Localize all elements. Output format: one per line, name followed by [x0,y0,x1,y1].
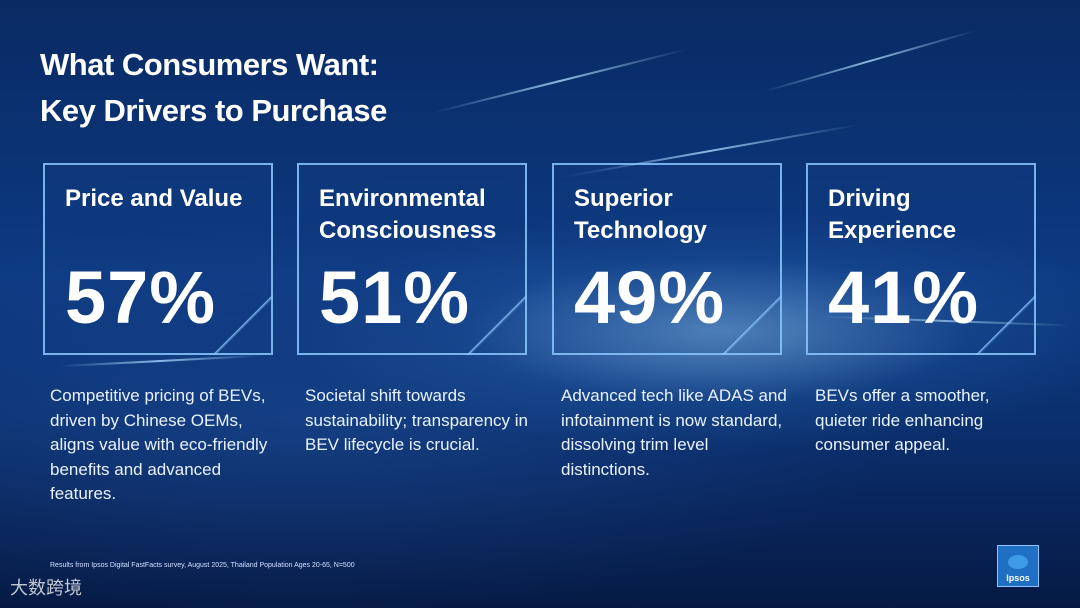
background-light-streak [763,29,977,93]
background-light-streak [433,48,687,114]
logo-text: Ipsos [1006,573,1030,583]
page-title-line2: Key Drivers to Purchase [40,93,387,128]
card-title: Environmental Consciousness [319,183,519,247]
driver-card-environmental: Environmental Consciousness 51% [297,163,527,355]
card-percentage: 41% [828,256,980,339]
watermark: 大数跨境 [10,578,82,598]
page-title: What Consumers Want: Key Drivers to Purc… [40,42,387,134]
card-title-line1: Price and Value [65,185,243,212]
card-description-environmental: Societal shift towards sustainability; t… [305,386,529,454]
card-title-line1: Driving [828,185,911,212]
driver-card-driving: Driving Experience 41% [806,163,1036,355]
card-title: Driving Experience [828,183,1028,247]
card-title: Price and Value [65,183,265,215]
card-title-line2: Experience [828,217,957,244]
card-description-driving: BEVs offer a smoother, quieter ride enha… [815,386,990,454]
card-percentage: 49% [574,256,726,339]
driver-card-technology: Superior Technology 49% [552,163,782,355]
card-percentage: 51% [319,256,471,339]
driver-card-price-value: Price and Value 57% [43,163,273,355]
logo-mark-icon [1008,555,1028,569]
card-title-line1: Superior [574,185,673,212]
card-title-line1: Environmental [319,185,486,212]
source-footnote: Results from Ipsos Digital FastFacts sur… [50,562,355,569]
page-title-line1: What Consumers Want: [40,47,379,82]
background-light-streak [60,354,260,368]
card-title: Superior Technology [574,183,774,247]
card-title-line2: Technology [574,217,707,244]
card-percentage: 57% [65,256,217,339]
card-description-price-value: Competitive pricing of BEVs, driven by C… [50,386,268,503]
card-description-technology: Advanced tech like ADAS and infotainment… [561,386,787,479]
card-title-line2: Consciousness [319,217,497,244]
ipsos-logo: Ipsos [997,545,1039,587]
